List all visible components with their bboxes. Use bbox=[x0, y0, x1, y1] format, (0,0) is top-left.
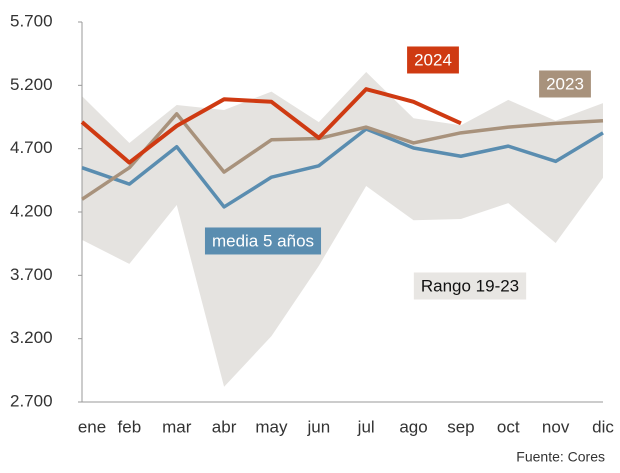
y-tick-label: 4.700 bbox=[10, 138, 53, 157]
x-tick-label: abr bbox=[212, 417, 237, 436]
y-tick-label: 5.700 bbox=[10, 11, 53, 30]
label-media-box bbox=[204, 227, 322, 255]
series-line bbox=[81, 127, 604, 209]
series-line bbox=[80, 87, 462, 165]
x-tick-label: feb bbox=[118, 417, 142, 436]
y-tick-label: 4.200 bbox=[10, 201, 53, 220]
x-tick-label: may bbox=[255, 417, 288, 436]
x-tick-label: jun bbox=[306, 417, 330, 436]
label-range-box bbox=[413, 272, 527, 300]
x-tick-label: dic bbox=[592, 417, 614, 436]
x-tick-label: oct bbox=[497, 417, 520, 436]
y-tick-label: 2.700 bbox=[10, 391, 53, 410]
y-tick-label: 5.200 bbox=[10, 75, 53, 94]
x-tick-label: sep bbox=[447, 417, 474, 436]
y-tick-label: 3.700 bbox=[10, 265, 53, 284]
label-2023: 2023 bbox=[546, 74, 584, 93]
x-tick-label: mar bbox=[162, 417, 192, 436]
source: Fuente: Cores bbox=[516, 449, 605, 465]
x-tick-label: jul bbox=[357, 417, 375, 436]
label-2024: 2024 bbox=[414, 50, 452, 69]
label-2023-box bbox=[539, 70, 591, 98]
label-media: media 5 años bbox=[212, 231, 314, 250]
series-line bbox=[81, 112, 604, 201]
x-tick-label: ago bbox=[399, 417, 427, 436]
label-range: Rango 19-23 bbox=[421, 276, 519, 295]
range-area bbox=[82, 72, 603, 387]
x-tick-label: ene bbox=[78, 417, 106, 436]
label-2024-box bbox=[407, 46, 459, 74]
y-tick-label: 3.200 bbox=[10, 328, 53, 347]
x-tick-label: nov bbox=[542, 417, 570, 436]
